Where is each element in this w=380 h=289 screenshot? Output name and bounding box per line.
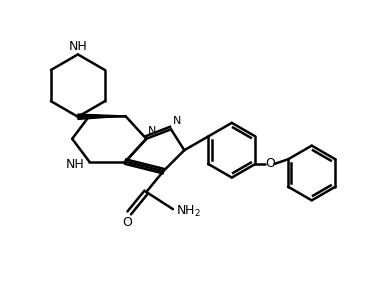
Text: O: O	[265, 158, 275, 171]
Text: O: O	[122, 216, 132, 229]
Text: N: N	[173, 116, 181, 125]
Text: NH$_2$: NH$_2$	[176, 203, 201, 218]
Text: NH: NH	[66, 158, 85, 171]
Polygon shape	[78, 114, 125, 119]
Text: N: N	[148, 126, 157, 136]
Text: NH: NH	[68, 40, 87, 53]
